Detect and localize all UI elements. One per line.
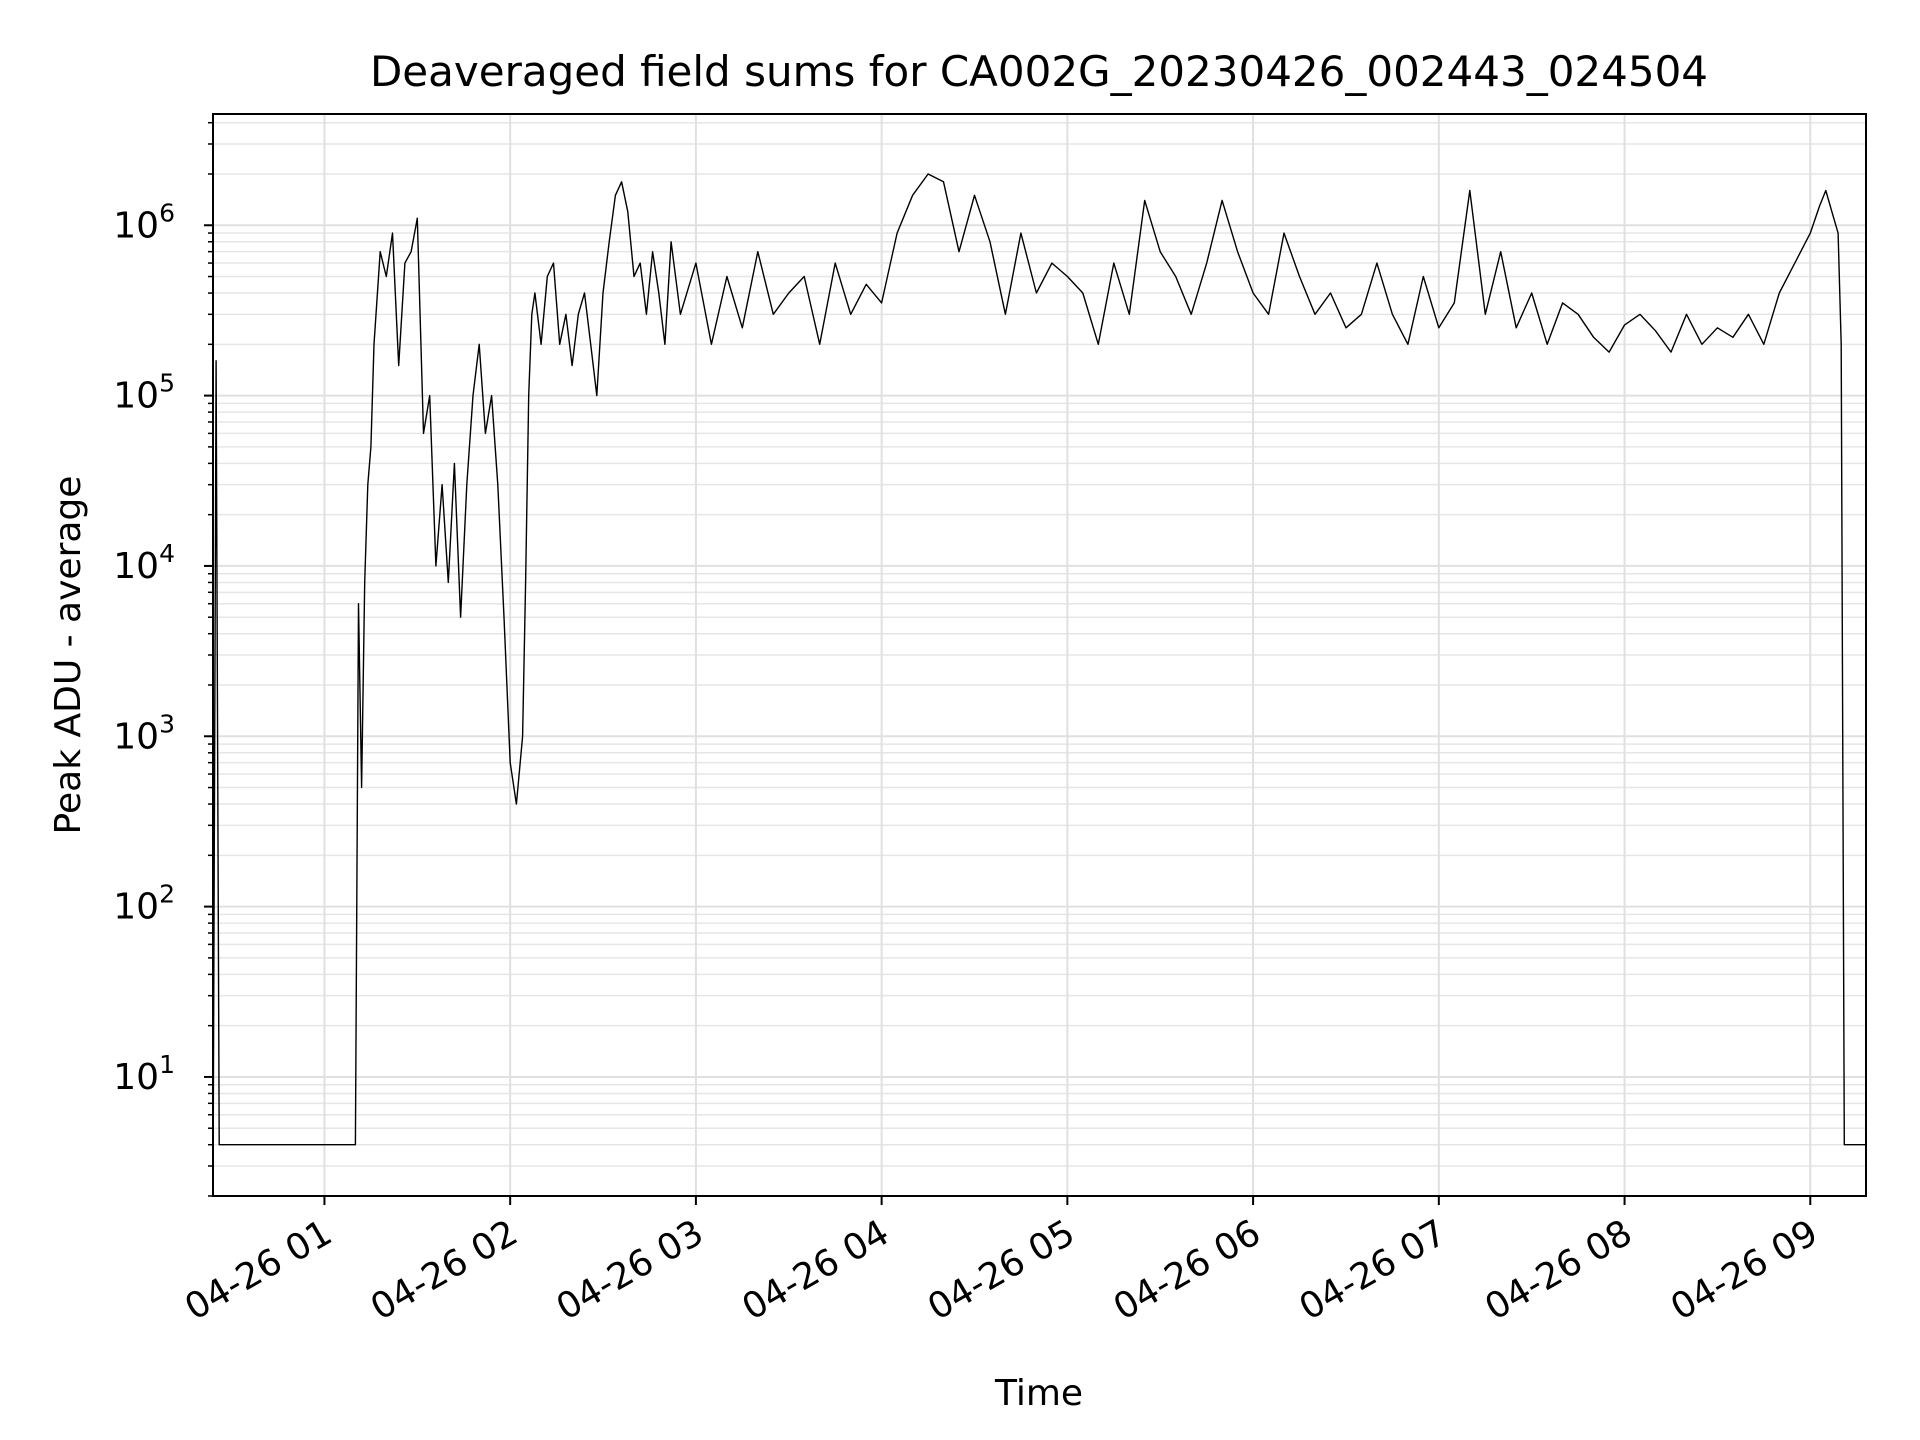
y-tick-labels: 101 102 103 104 105 106 <box>113 198 175 1098</box>
axis-ticks <box>204 121 1812 1205</box>
chart-title: Deaveraged field sums for CA002G_2023042… <box>370 47 1708 96</box>
x-axis-label: Time <box>994 1373 1083 1414</box>
series-line <box>212 173 1866 1197</box>
grid <box>213 114 1866 1197</box>
y-tick-label: 102 <box>113 880 175 928</box>
y-tick-label: 106 <box>113 198 175 246</box>
y-axis-label: Peak ADU - average <box>48 476 89 835</box>
y-tick-label: 101 <box>113 1050 175 1098</box>
y-tick-label: 105 <box>113 369 175 417</box>
y-tick-label: 103 <box>113 709 175 757</box>
y-tick-label: 104 <box>113 539 175 587</box>
